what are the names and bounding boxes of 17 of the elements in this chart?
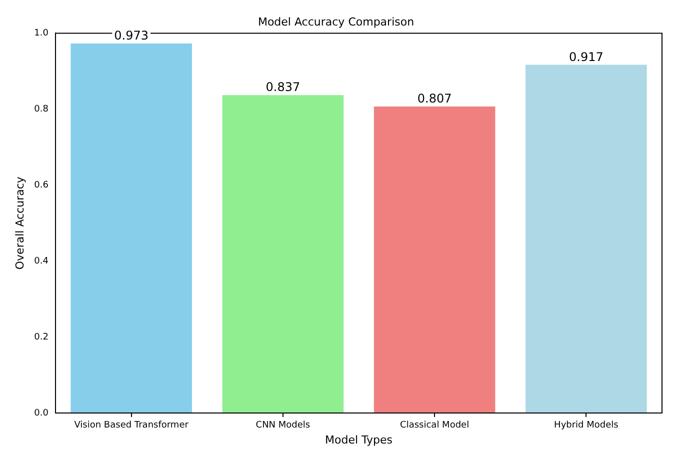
y-tick-label: 0.6 <box>34 180 49 190</box>
data-label: 0.837 <box>266 80 300 94</box>
chart-title: Model Accuracy Comparison <box>258 15 414 28</box>
y-tick-label: 0.4 <box>34 256 49 266</box>
data-label: 0.917 <box>569 50 604 64</box>
y-axis-title: Overall Accuracy <box>13 176 26 270</box>
x-tick-label: CNN Models <box>256 420 310 431</box>
y-tick-label: 0.2 <box>34 332 49 342</box>
y-tick-label: 0.0 <box>34 408 49 418</box>
data-label: 0.973 <box>114 28 149 43</box>
x-axis-title: Model Types <box>324 433 393 446</box>
x-tick-label: Hybrid Models <box>554 420 619 431</box>
x-tick-label: Vision Based Transformer <box>74 420 189 431</box>
y-tick-label: 0.8 <box>34 104 49 115</box>
y-tick-label: 1.0 <box>34 28 49 39</box>
data-label: 0.807 <box>417 92 452 106</box>
x-tick-label: Classical Model <box>400 420 470 431</box>
